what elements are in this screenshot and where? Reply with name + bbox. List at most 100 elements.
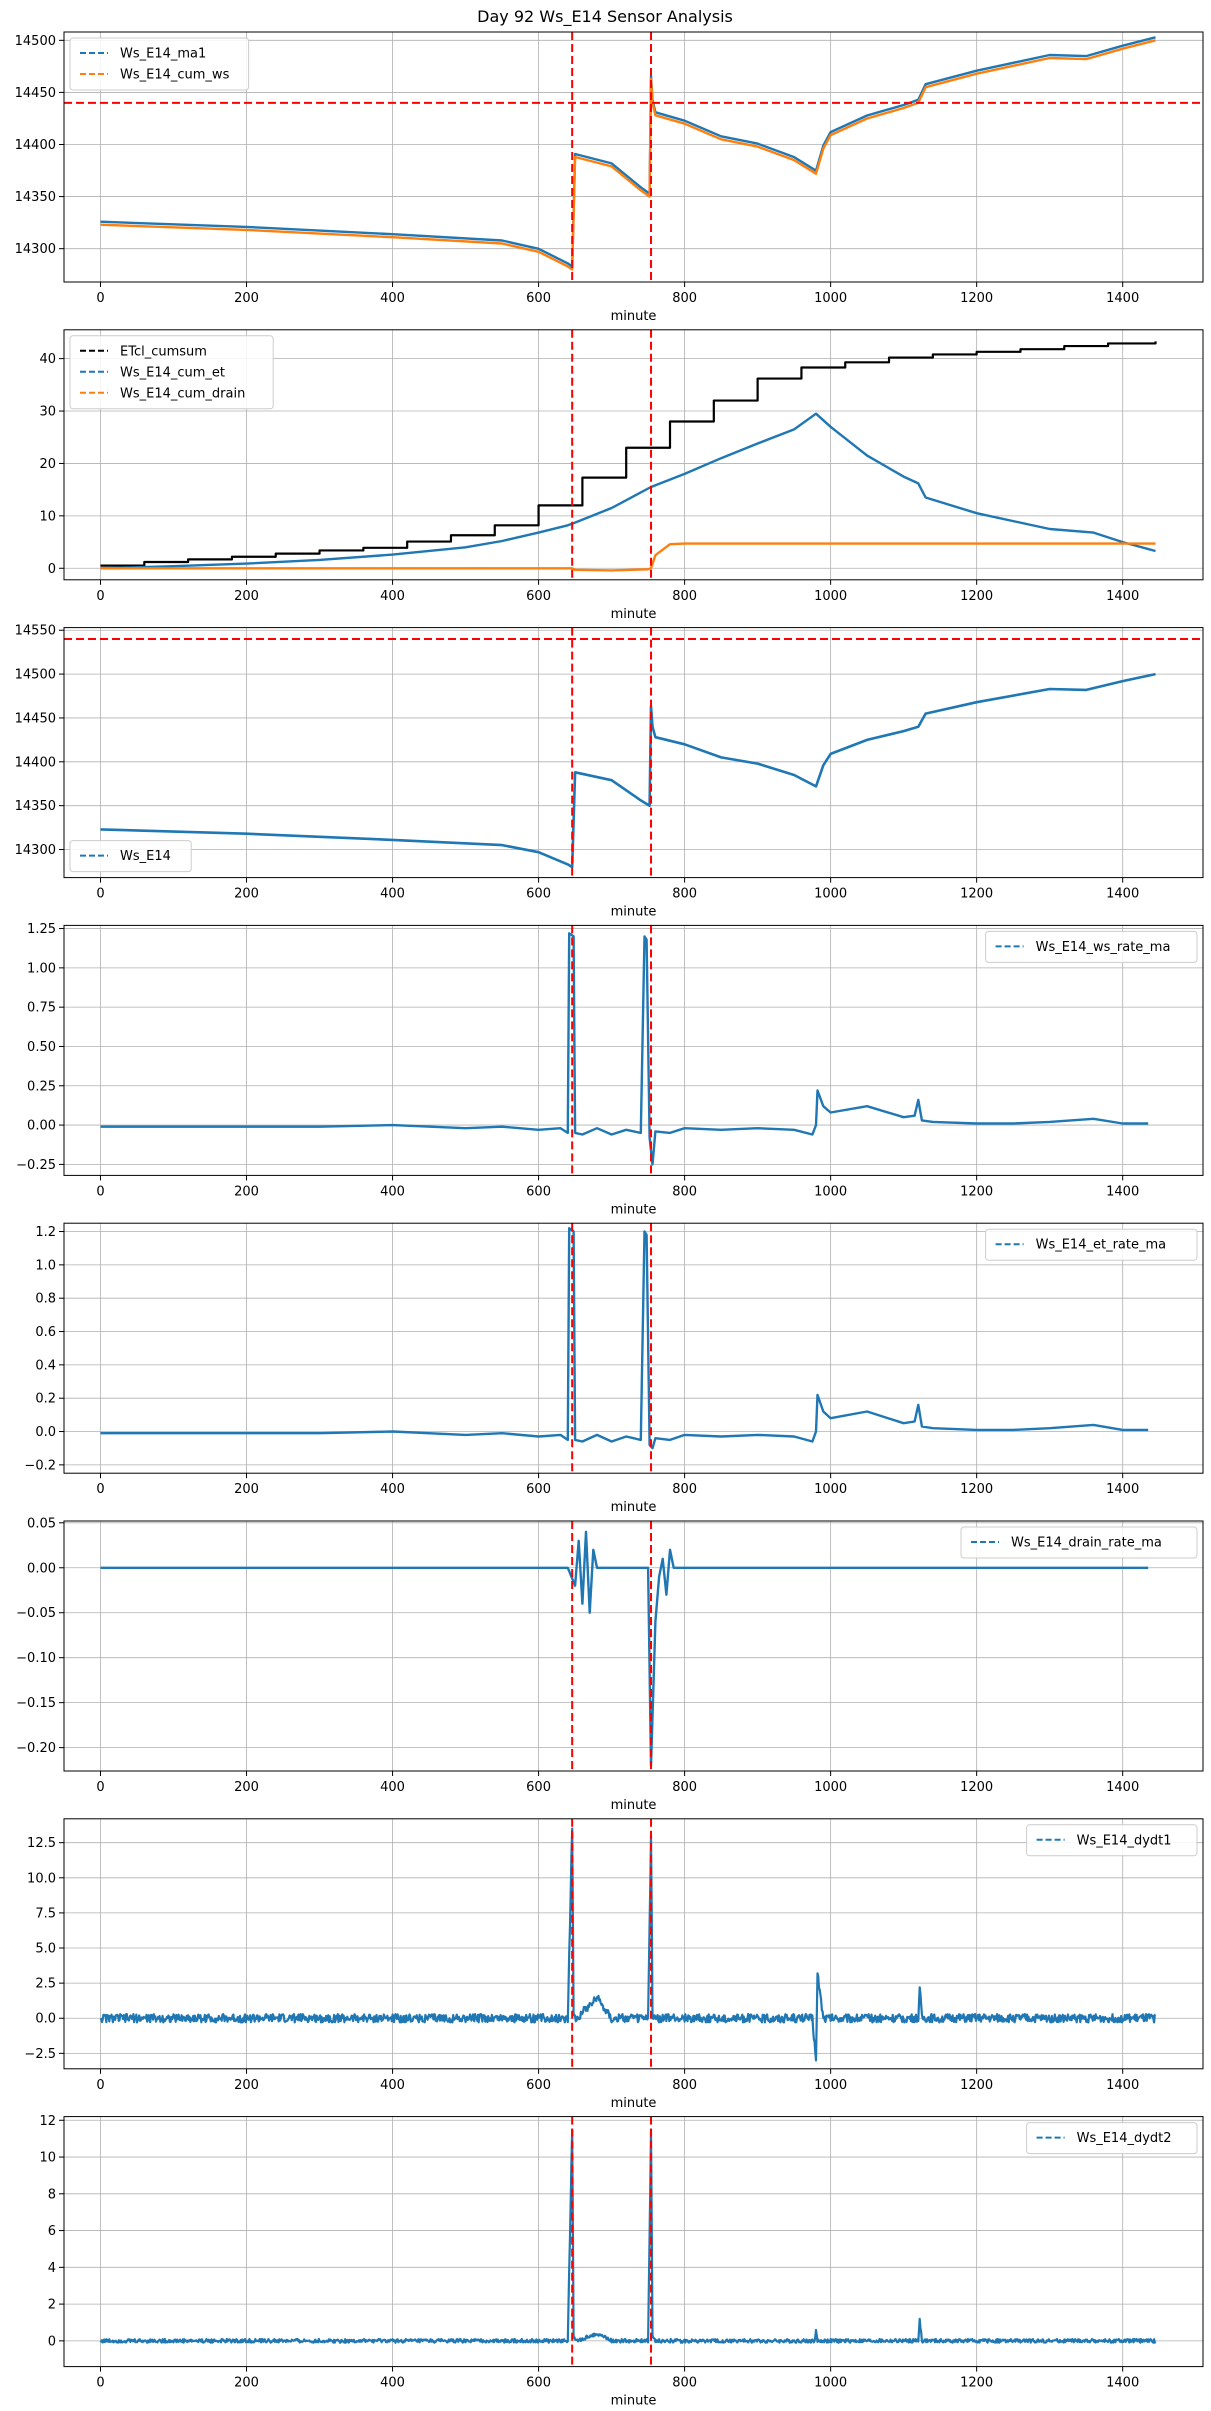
y-tick-label: 14450: [15, 86, 56, 101]
x-tick-label: 0: [96, 2376, 104, 2391]
y-tick-label: 40: [39, 352, 56, 367]
subplot-3: 0 200 400 600 800 1000 1200 1400 14300 14350 14400…: [15, 624, 1204, 920]
legend: Ws_E14_et_rate_ma: [985, 1228, 1198, 1261]
y-tick-label: 0.05: [27, 1516, 56, 1531]
x-tick-label: 1000: [814, 1482, 847, 1497]
y-tick-label: 5.0: [35, 1942, 56, 1957]
x-tick-label: 800: [672, 2376, 697, 2391]
x-tick-label: 1000: [814, 2376, 847, 2391]
x-axis-label: minute: [611, 309, 657, 324]
x-tick-label: 200: [234, 1184, 259, 1199]
x-axis-label: minute: [611, 1202, 657, 1217]
legend-label: Ws_E14_cum_drain: [120, 386, 245, 401]
x-tick-label: 1200: [960, 1482, 993, 1497]
subplot-6: 0 200 400 600 800 1000 1200 1400 −0.20 −0.15 −0.10…: [16, 1516, 1204, 1813]
y-tick-label: 0.6: [35, 1325, 56, 1340]
series-line-Ws_E14: [100, 672, 1156, 869]
y-tick-label: 0.0: [35, 2012, 56, 2027]
plot-area: [100, 1227, 1149, 1450]
y-tick-label: 1.0: [35, 1258, 56, 1273]
x-tick-label: 1400: [1106, 2376, 1139, 2391]
legend-box: [1026, 1824, 1198, 1857]
x-axis-label: minute: [611, 607, 657, 622]
y-tick-label: 1.25: [27, 922, 56, 937]
grid: [64, 1521, 1203, 1771]
subplots: 0 200 400 600 800 1000 1200 1400143001435014400…: [15, 31, 1204, 2409]
legend-label: Ws_E14_drain_rate_ma: [1011, 1536, 1162, 1551]
y-tick-label: 1.2: [35, 1225, 56, 1240]
legend: Ws_E14_ma1 Ws_E14_cum_ws: [69, 37, 250, 91]
series-line-Ws_E14_et_rate_ma: [100, 1227, 1149, 1450]
x-axis-label: minute: [611, 1500, 657, 1515]
y-tick-label: 14400: [15, 755, 56, 770]
x-axis-label: minute: [611, 1798, 657, 1813]
legend-box: [69, 840, 192, 873]
x-tick-label: 400: [380, 1184, 405, 1199]
subplot-8: 0 200 400 600 800 1000 1200 1400 0 2 4 6 8 10 12 minute…: [39, 2114, 1204, 2409]
y-tick-label: 4: [48, 2261, 56, 2276]
x-tick-label: 600: [526, 1184, 551, 1199]
y-tick-label: 14350: [15, 799, 56, 814]
y-tick-label: 14500: [15, 668, 56, 683]
x-axis-label: minute: [611, 2096, 657, 2111]
legend-label: Ws_E14: [120, 849, 171, 864]
x-tick-label: 200: [234, 887, 259, 902]
plot-area: [100, 672, 1156, 869]
plot-area: [99, 1827, 1157, 2062]
x-tick-label: 800: [672, 291, 697, 306]
y-tick-label: 7.5: [35, 1906, 56, 1921]
y-tick-label: 0.8: [35, 1292, 56, 1307]
x-tick-label: 1400: [1106, 589, 1139, 604]
y-tick-label: 0.2: [35, 1392, 56, 1407]
y-tick-label: 14300: [15, 843, 56, 858]
y-tick-label: 2.5: [35, 1977, 56, 1992]
y-tick-label: 6: [48, 2224, 56, 2239]
y-tick-label: 12: [39, 2114, 56, 2129]
x-tick-label: 1000: [814, 589, 847, 604]
x-tick-label: 1000: [814, 1780, 847, 1795]
x-tick-label: 0: [96, 887, 104, 902]
legend-box: [69, 37, 250, 91]
x-tick-label: 200: [234, 291, 259, 306]
y-tick-label: 0.50: [27, 1040, 56, 1055]
x-tick-label: 0: [96, 1184, 104, 1199]
x-tick-label: 1200: [960, 1780, 993, 1795]
axes-frame: [63, 924, 1204, 1176]
x-tick-label: 1400: [1106, 887, 1139, 902]
plot-area: [100, 341, 1157, 572]
y-tick-label: −0.25: [16, 1158, 56, 1173]
legend-label: Ws_E14_dydt2: [1077, 2131, 1172, 2146]
legend-box: [985, 1228, 1198, 1261]
y-tick-label: 1.00: [27, 961, 56, 976]
y-tick-label: 12.5: [27, 1836, 56, 1851]
grid: [64, 627, 1203, 878]
x-tick-label: 1200: [960, 887, 993, 902]
x-tick-label: 800: [672, 2078, 697, 2093]
series-line-Ws_E14_dydt1: [99, 1827, 1157, 2062]
series-line-Ws_E14_ma1: [100, 36, 1156, 268]
x-tick-label: 800: [672, 1780, 697, 1795]
y-tick-label: 0: [48, 2334, 56, 2349]
x-tick-label: 0: [96, 1482, 104, 1497]
x-tick-label: 1200: [960, 589, 993, 604]
y-tick-label: 14350: [15, 190, 56, 205]
legend: Ws_E14_dydt1: [1026, 1824, 1198, 1857]
legend-label: Ws_E14_ma1: [120, 47, 206, 62]
x-tick-label: 1000: [814, 2078, 847, 2093]
x-tick-label: 1200: [960, 1184, 993, 1199]
y-tick-label: −0.20: [16, 1741, 56, 1756]
figure-title: Day 92 Ws_E14 Sensor Analysis: [477, 7, 733, 27]
y-tick-label: 10.0: [27, 1871, 56, 1886]
y-tick-label: 0.4: [35, 1358, 56, 1373]
y-tick-label: 0.75: [27, 1001, 56, 1016]
axes-frame: [63, 627, 1204, 879]
y-tick-label: 0.25: [27, 1079, 56, 1094]
x-tick-label: 400: [380, 589, 405, 604]
axes-frame: [63, 1520, 1204, 1772]
y-tick-label: 0: [48, 562, 56, 577]
axes-frame: [63, 2116, 1204, 2368]
x-tick-label: 1400: [1106, 2078, 1139, 2093]
legend-label: ETcl_cumsum: [120, 344, 207, 359]
plot-area: [100, 1530, 1149, 1767]
